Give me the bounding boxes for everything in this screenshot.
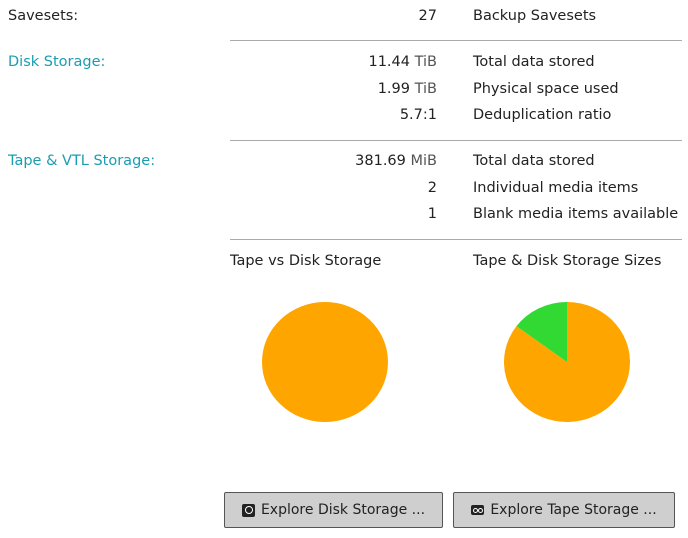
explore-disk-label: Explore Disk Storage ... (260, 502, 426, 518)
disk-storage-label: Disk Storage: (8, 54, 106, 70)
tape-desc: Individual media items (473, 179, 639, 196)
tape-value: 1 (428, 206, 437, 222)
divider (230, 140, 682, 141)
number: 5.7:1 (399, 107, 437, 123)
disk-value: 1.99 TiB (378, 81, 437, 97)
explore-tape-storage-button[interactable]: Explore Tape Storage ... (453, 492, 675, 528)
savesets-value: 27 (418, 8, 437, 24)
tape-value: 381.69 MiB (355, 153, 437, 169)
divider (230, 40, 682, 41)
number: 1 (427, 206, 437, 222)
unit: TiB (414, 80, 437, 97)
tape-desc: Blank media items available (473, 206, 679, 222)
savesets-label: Savesets: (8, 8, 79, 24)
tape-icon (471, 505, 485, 515)
tape-storage-label: Tape & VTL Storage: (8, 153, 156, 169)
disk-desc: Physical space used (473, 80, 619, 97)
number: 1.99 (377, 80, 410, 97)
hard-disk-icon (241, 503, 255, 517)
pie-slice (262, 302, 388, 422)
savesets-desc: Backup Savesets (473, 8, 597, 24)
explore-disk-storage-button[interactable]: Explore Disk Storage ... (224, 492, 443, 528)
disk-desc: Total data stored (473, 54, 595, 70)
tape-value: 2 (428, 180, 437, 196)
number: 11.44 (368, 54, 410, 70)
disk-value: 11.44 TiB (368, 54, 437, 70)
chart-title-tape-vs-disk: Tape vs Disk Storage (230, 253, 382, 269)
number: 381.69 (355, 153, 406, 169)
tape-desc: Total data stored (473, 153, 595, 169)
pie-chart-tape-vs-disk (262, 302, 388, 422)
chart-title-storage-sizes: Tape & Disk Storage Sizes (473, 253, 662, 269)
pie-chart-storage-sizes (504, 302, 630, 422)
disk-value: 5.7:1 (400, 107, 437, 123)
unit: TiB (414, 54, 437, 70)
explore-tape-label: Explore Tape Storage ... (490, 502, 657, 518)
divider (230, 239, 682, 240)
unit: MiB (410, 153, 438, 169)
disk-desc: Deduplication ratio (473, 107, 612, 123)
pie-slice (516, 302, 567, 362)
number: 2 (427, 179, 437, 196)
